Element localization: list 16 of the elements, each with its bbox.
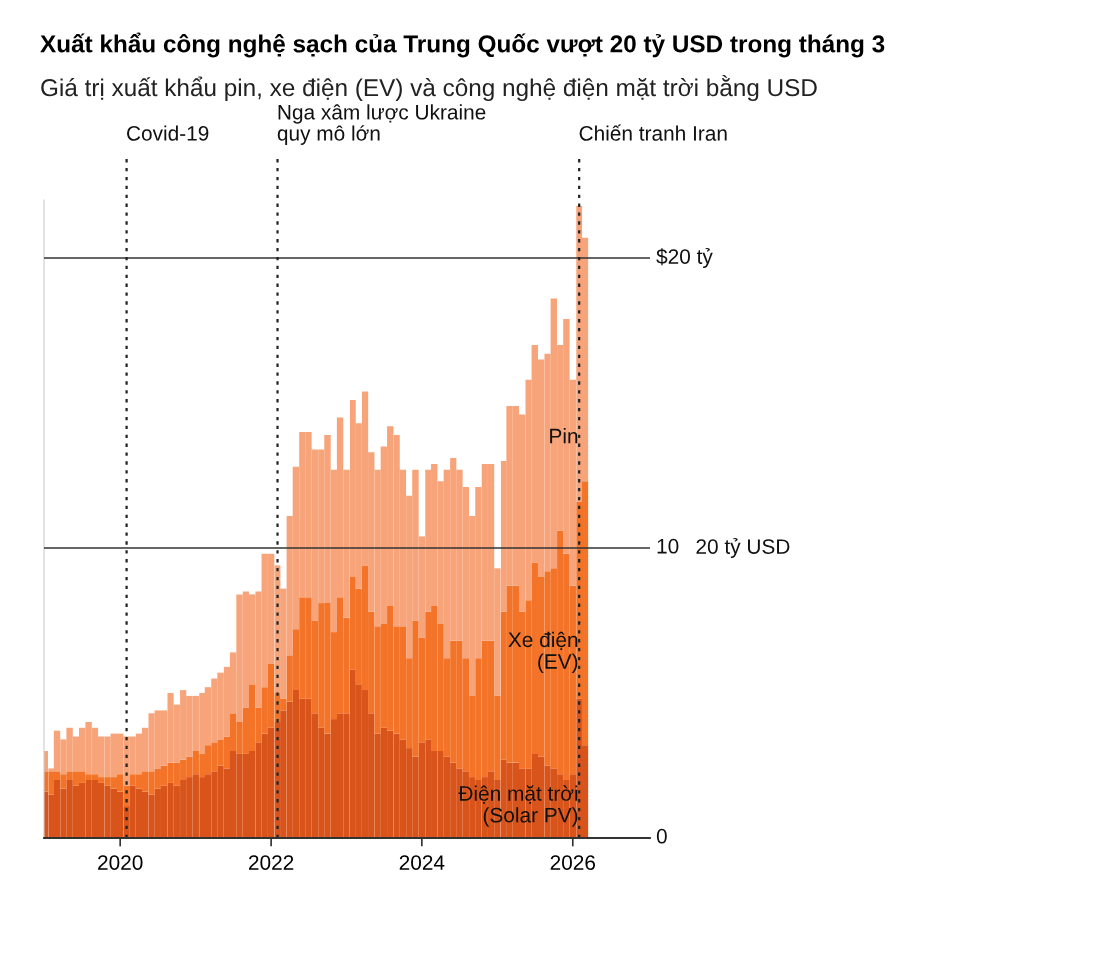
ref-line-label: Nga xâm lược Ukraine quy mô lớn [277,104,486,145]
chart-title: Xuất khẩu công nghệ sạch của Trung Quốc vượt 20 tỷ USD trong tháng 3 [40,32,885,58]
chart-subtitle: Giá trị xuất khẩu pin, xe điện (EV) và công nghệ điện mặt trời bằng USD [41,74,817,102]
text: 20 tỷ USD [696,537,790,559]
x-tick-label: 2024 [399,855,445,870]
y-tick-label: $20 tỷ [656,247,713,269]
x-tick-label: 2020 [98,855,143,870]
ref-line-label: Covid-19 [127,125,209,141]
y-tick-label: 10 [657,538,679,554]
ref-line-label: Chiến tranh Iran [579,124,727,141]
series-label: Pin [550,428,578,444]
x-tick-label: 2026 [550,855,596,870]
series-label: Điện mặt trời (Solar PV) [458,785,578,827]
y-tick-label: 0 [656,828,667,844]
x-tick-label: 2022 [249,855,294,870]
series-label: Xe điện (EV) [508,631,578,673]
